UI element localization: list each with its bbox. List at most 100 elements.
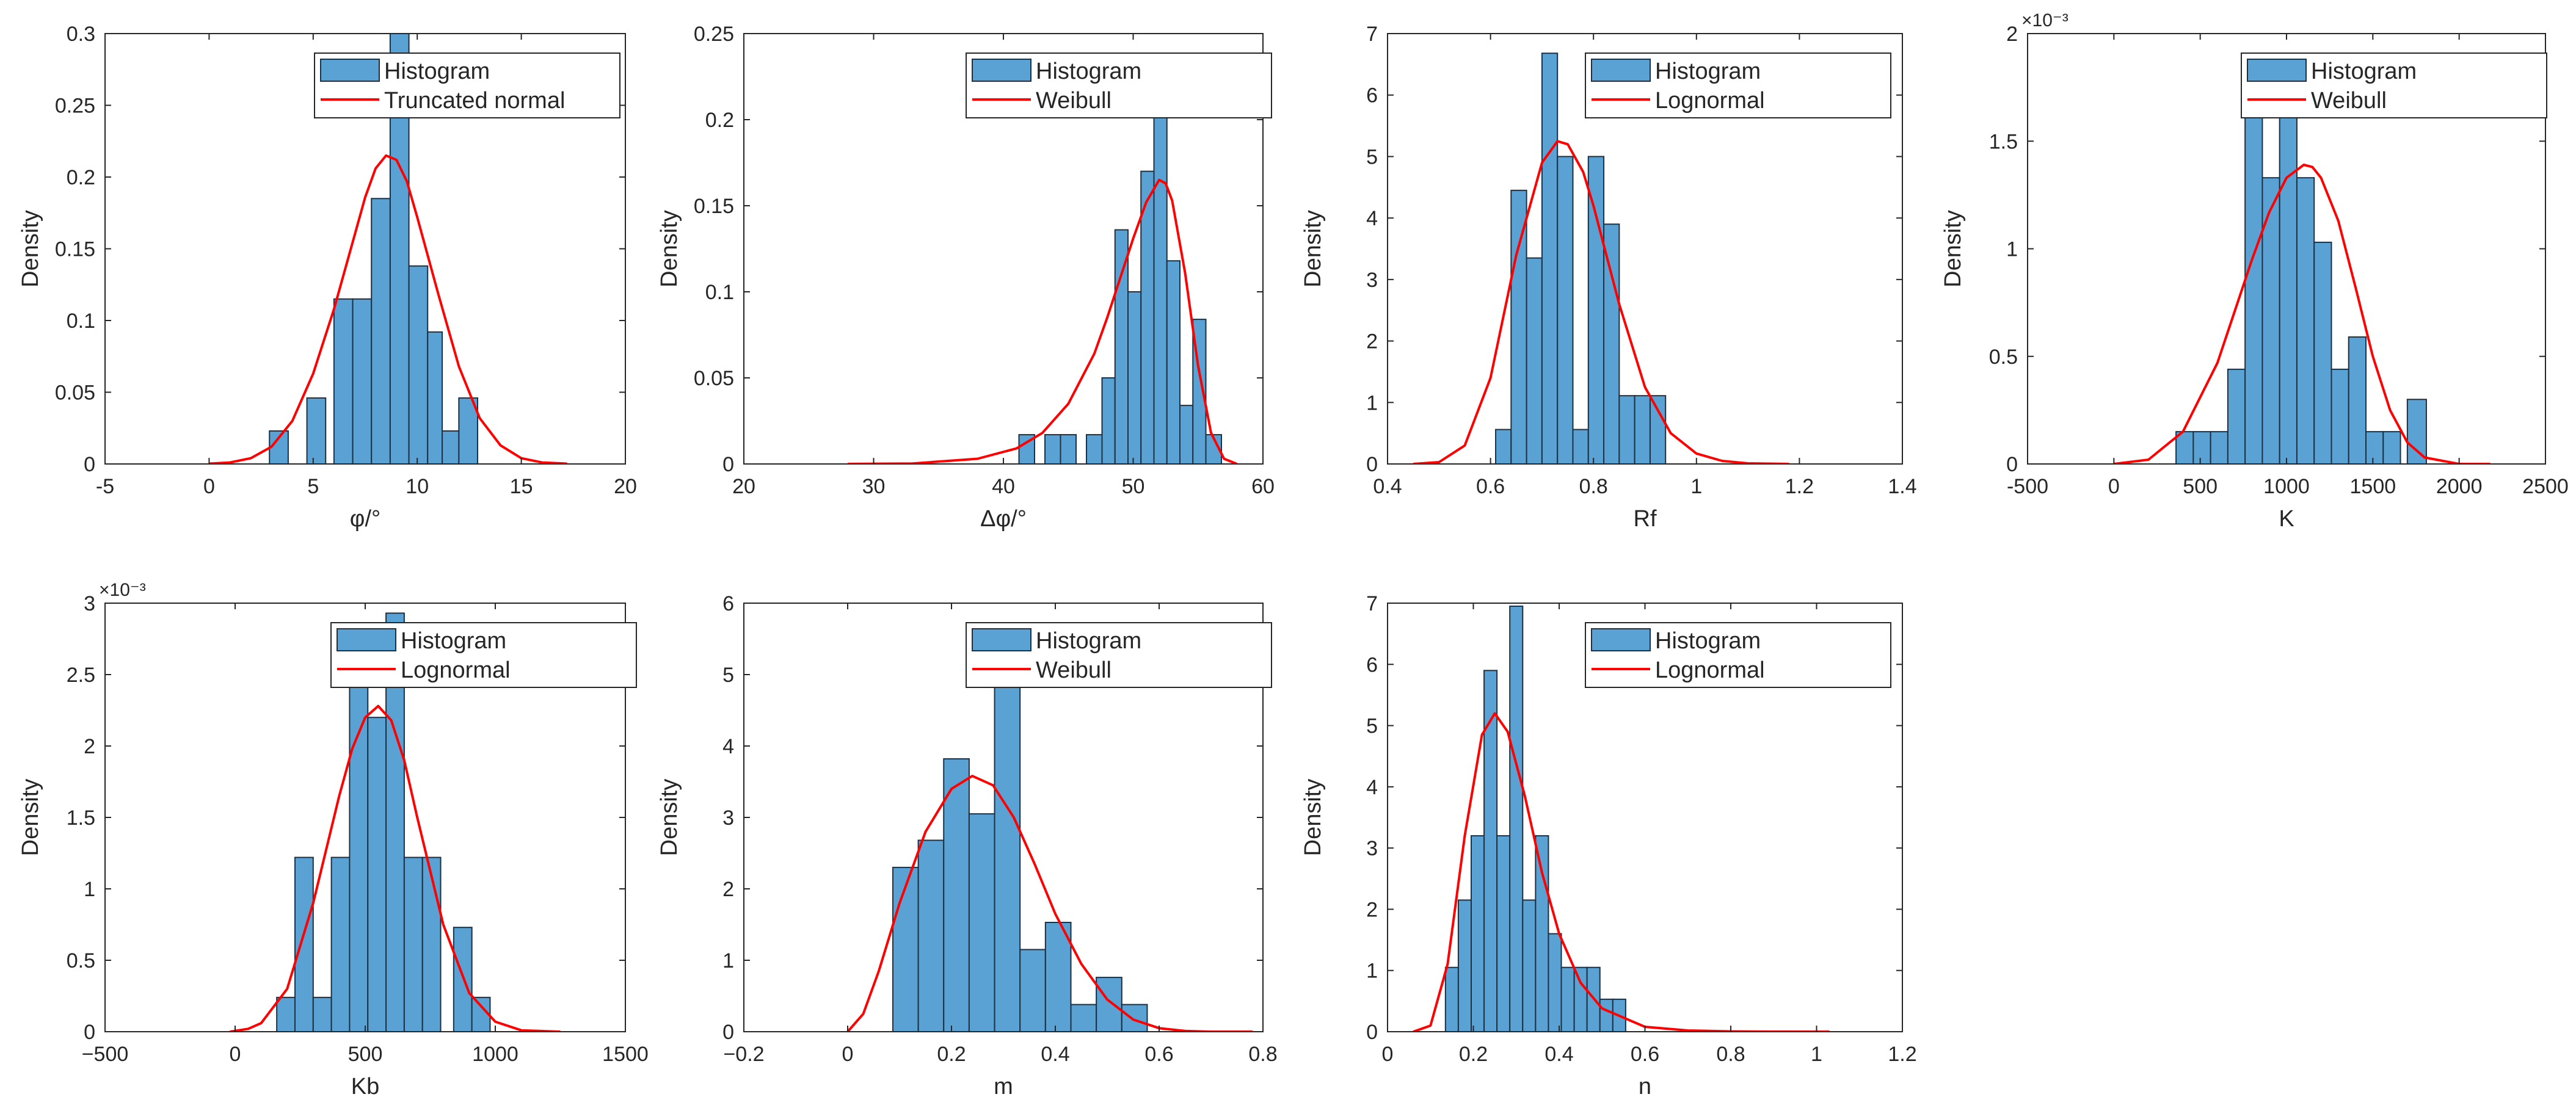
- chart-rf-xtick-label-2: 0.8: [1579, 475, 1608, 498]
- chart-phi-xtick-label-4: 15: [510, 475, 533, 498]
- chart-rf-ytick-label-6: 6: [1366, 84, 1378, 107]
- chart-kb-bar-2: [312, 996, 332, 1032]
- chart-rf-ylabel: Density: [1300, 210, 1326, 288]
- chart-m-bar-2: [943, 758, 970, 1033]
- chart-dphi-legend-label-fit: Weibull: [1036, 88, 1112, 114]
- chart-phi-bar-2: [333, 298, 354, 465]
- chart-rf-xtick-label-4: 1.2: [1785, 475, 1814, 498]
- chart-m-bar-7: [1070, 1004, 1097, 1033]
- chart-rf-ytick-label-5: 5: [1366, 145, 1378, 168]
- chart-n-ytick-label-1: 1: [1366, 960, 1378, 983]
- chart-k-bar-13: [2406, 399, 2427, 465]
- chart-n-bar-6: [1522, 899, 1537, 1033]
- chart-kb-ytick-label-4: 2: [84, 735, 95, 758]
- chart-n-bar-8: [1548, 933, 1562, 1032]
- chart-dphi-legend-label-histogram: Histogram: [1036, 59, 1141, 84]
- chart-phi-bar-4: [371, 198, 391, 465]
- chart-kb-xtick-label-4: 1500: [602, 1043, 649, 1066]
- chart-phi-bar-3: [352, 298, 373, 465]
- chart-n-ytick-label-2: 2: [1366, 898, 1378, 921]
- chart-kb-xtick-label-2: 500: [348, 1043, 383, 1066]
- chart-n-xtick-label-2: 0.4: [1545, 1043, 1573, 1066]
- chart-n-ytick-label-0: 0: [1366, 1021, 1378, 1044]
- chart-n-legend-label-histogram: Histogram: [1655, 628, 1761, 654]
- chart-phi-xtick-label-3: 10: [406, 475, 429, 498]
- chart-dphi-ytick-label-2: 0.1: [705, 281, 734, 304]
- chart-kb-exponent: ×10⁻³: [99, 580, 146, 600]
- chart-kb-xtick-label-3: 1000: [472, 1043, 518, 1066]
- chart-phi-legend-label-histogram: Histogram: [384, 59, 490, 84]
- chart-kb-legend-swatch-histogram: [337, 628, 396, 651]
- chart-dphi-bar-2: [1060, 434, 1077, 465]
- chart-phi-legend-swatch-histogram: [320, 59, 380, 82]
- chart-dphi-xtick-label-2: 40: [992, 475, 1015, 498]
- chart-kb-legend-label-histogram: Histogram: [401, 628, 506, 654]
- chart-dphi-ytick-label-5: 0.25: [694, 23, 734, 46]
- chart-n-bar-4: [1496, 835, 1511, 1032]
- chart-n-xtick-label-1: 0.2: [1459, 1043, 1488, 1066]
- chart-phi-bar-6: [408, 265, 429, 465]
- chart-dphi-xtick-label-3: 50: [1122, 475, 1145, 498]
- chart-kb-bar-0: [276, 996, 296, 1032]
- chart-dphi-bar-3: [1086, 434, 1103, 465]
- chart-k-xtick-label-1: 0: [2108, 475, 2120, 498]
- chart-rf-xtick-label-1: 0.6: [1476, 475, 1505, 498]
- chart-phi-ytick-label-0: 0: [84, 453, 95, 476]
- chart-dphi-ytick-label-1: 0.05: [694, 367, 734, 390]
- chart-n-bar-7: [1535, 835, 1549, 1032]
- chart-m-legend-label-fit: Weibull: [1036, 657, 1112, 683]
- chart-kb-fit-line: [230, 704, 561, 1032]
- chart-m-ytick-label-6: 6: [722, 592, 734, 615]
- chart-dphi-bar-10: [1179, 405, 1194, 465]
- chart-rf-bar-3: [1541, 53, 1559, 465]
- chart-dphi-ytick-label-3: 0.15: [694, 195, 734, 218]
- chart-m-legend: Histogram Weibull: [966, 622, 1272, 688]
- chart-rf-bar-8: [1618, 395, 1635, 465]
- chart-phi-xlabel: φ/°: [350, 506, 380, 532]
- chart-n-ylabel: Density: [1300, 779, 1326, 856]
- chart-phi-ytick-label-5: 0.25: [55, 95, 95, 118]
- chart-k-ylabel: Density: [1940, 210, 1966, 288]
- chart-k-bar-7: [2296, 177, 2315, 465]
- chart-k-ytick-label-0: 0: [2006, 453, 2018, 476]
- chart-m-bar-1: [917, 839, 945, 1032]
- chart-kb-bar-3: [330, 856, 351, 1033]
- chart-n-ytick-label-6: 6: [1366, 653, 1378, 676]
- chart-n-legend-swatch-histogram: [1591, 628, 1651, 651]
- chart-n-bar-0: [1444, 966, 1459, 1032]
- chart-rf-legend: Histogram Lognormal: [1585, 53, 1891, 118]
- chart-k-xtick-label-6: 2500: [2522, 475, 2569, 498]
- chart-k-xtick-label-4: 1500: [2350, 475, 2396, 498]
- chart-n-bar-2: [1470, 835, 1485, 1032]
- chart-kb-legend-label-fit: Lognormal: [401, 657, 511, 683]
- chart-rf-ytick-label-4: 4: [1366, 207, 1378, 230]
- chart-m-xlabel: m: [994, 1074, 1013, 1099]
- chart-n-bar-5: [1509, 606, 1524, 1032]
- chart-m-bar-8: [1096, 977, 1122, 1032]
- chart-k-ytick-label-4: 2: [2006, 23, 2018, 46]
- chart-n-xtick-label-5: 1: [1811, 1043, 1822, 1066]
- chart-k-ytick-label-2: 1: [2006, 238, 2018, 261]
- chart-m-bar-4: [994, 649, 1021, 1033]
- chart-rf-axes-box: [1387, 33, 1903, 465]
- chart-dphi-bar-5: [1114, 229, 1129, 465]
- chart-m-xtick-label-1: 0: [842, 1043, 854, 1066]
- chart-k-xtick-label-2: 500: [2183, 475, 2218, 498]
- chart-dphi-ytick-label-0: 0: [722, 453, 734, 476]
- chart-n-xtick-label-6: 1.2: [1888, 1043, 1916, 1066]
- chart-dphi-xtick-label-0: 20: [732, 475, 755, 498]
- chart-k-xlabel: K: [2279, 506, 2294, 532]
- chart-rf-ytick-label-3: 3: [1366, 269, 1378, 292]
- chart-kb-bar-7: [403, 856, 423, 1033]
- chart-rf-legend-label-fit: Lognormal: [1655, 88, 1765, 114]
- chart-kb-bar-1: [294, 856, 314, 1033]
- chart-k-xtick-label-5: 2000: [2436, 475, 2483, 498]
- chart-k-bar-6: [2279, 112, 2298, 465]
- chart-phi-legend: Histogram Truncated normal: [314, 53, 620, 118]
- chart-m-ytick-label-5: 5: [722, 664, 734, 687]
- chart-m-xtick-label-2: 0.2: [937, 1043, 966, 1066]
- chart-phi-ytick-label-4: 0.2: [67, 166, 95, 189]
- chart-dphi-legend: Histogram Weibull: [966, 53, 1272, 118]
- chart-kb-ytick-label-6: 3: [84, 592, 95, 615]
